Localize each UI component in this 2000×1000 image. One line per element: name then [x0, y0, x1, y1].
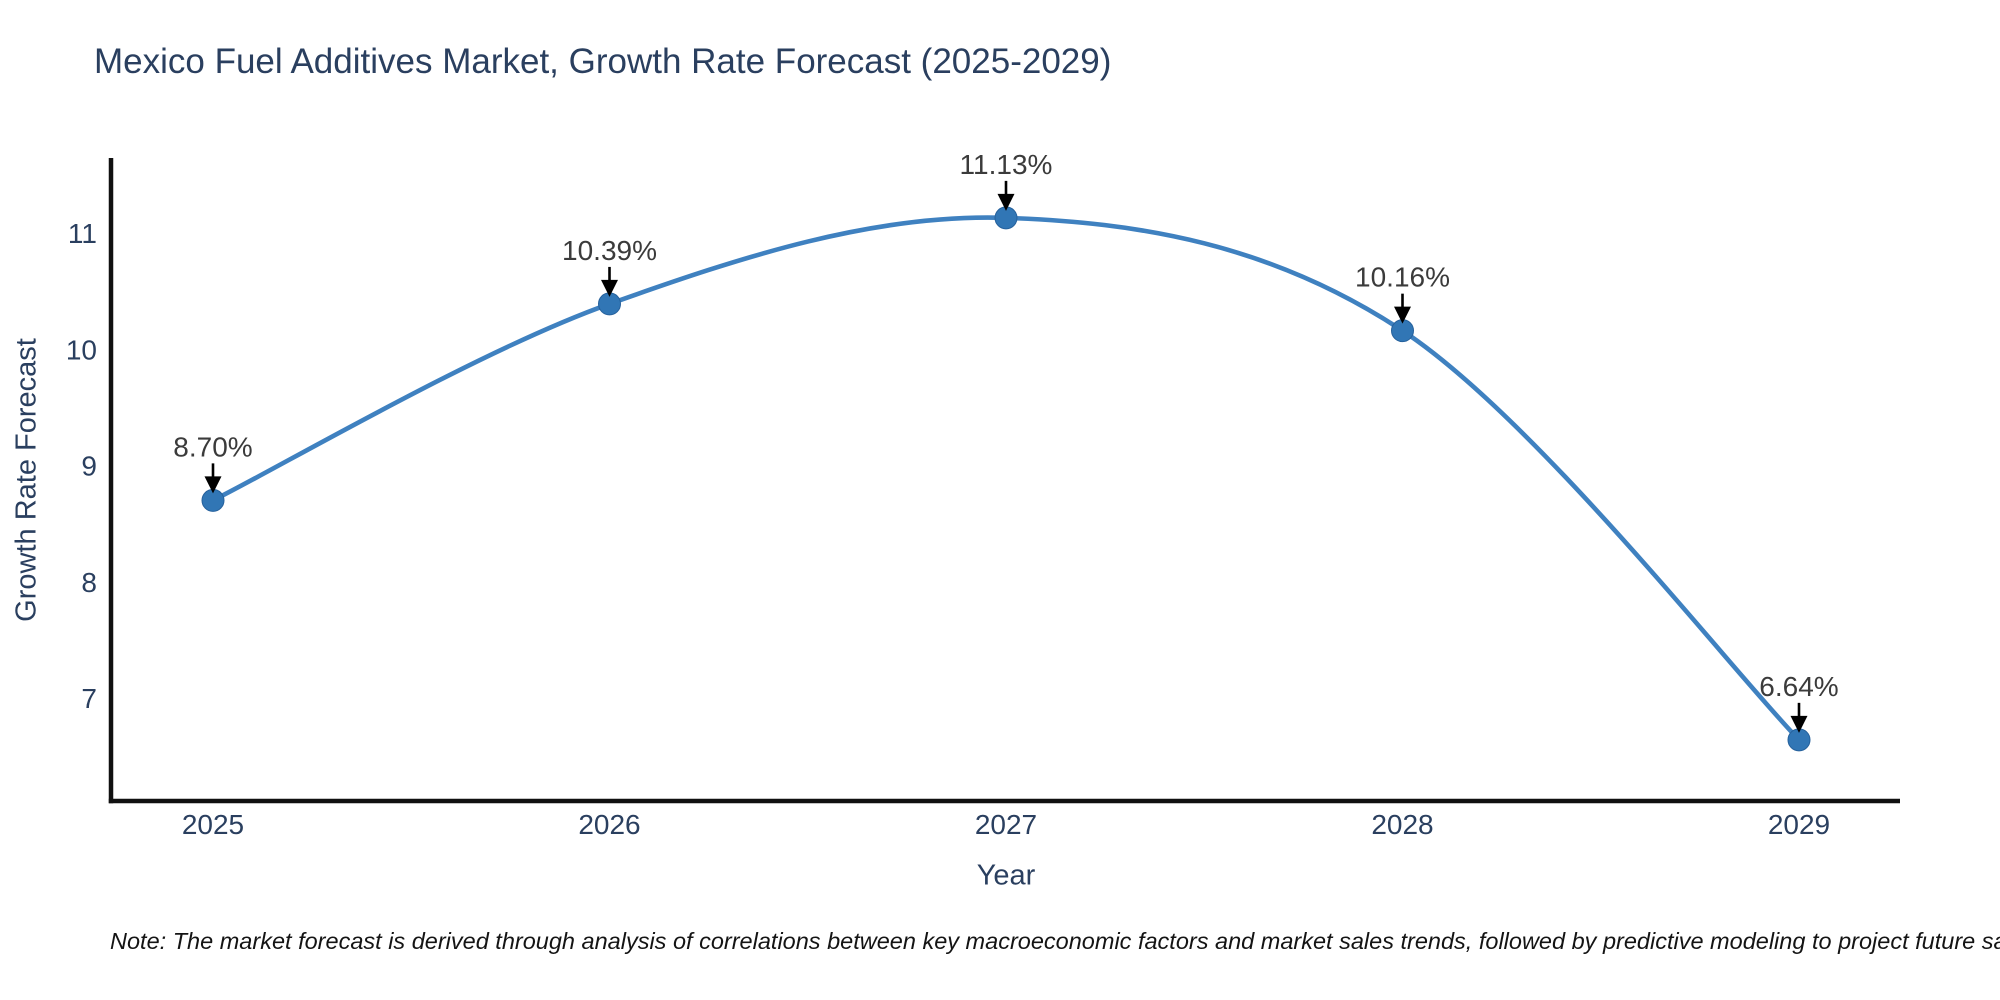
x-tick-label: 2026 [578, 809, 640, 840]
chart-title: Mexico Fuel Additives Market, Growth Rat… [94, 42, 1112, 81]
annotation-arrow-head [1790, 715, 1808, 733]
y-axis-title: Growth Rate Forecast [10, 338, 43, 622]
trend-line [210, 215, 1802, 743]
annotation-arrow-head [204, 476, 222, 494]
y-tick-label: 9 [81, 451, 97, 482]
point-annotation: 6.64% [1759, 671, 1838, 702]
y-tick-label: 8 [81, 567, 97, 598]
x-tick-label: 2029 [1768, 809, 1830, 840]
point-annotation: 10.39% [562, 235, 657, 266]
point-annotation: 11.13% [960, 149, 1053, 180]
y-tick-label: 10 [66, 334, 97, 365]
point-annotation: 8.70% [173, 431, 252, 462]
point-annotation: 10.16% [1355, 262, 1450, 293]
x-axis-title: Year [976, 859, 1036, 892]
x-tick-label: 2028 [1371, 809, 1433, 840]
annotation-arrow-head [1394, 306, 1411, 324]
y-tick-label: 7 [81, 683, 97, 714]
annotation-arrow-head [601, 279, 618, 297]
y-tick-label: 11 [68, 218, 97, 249]
footnote: Note: The market forecast is derived thr… [110, 928, 2000, 954]
annotation-arrow-head [997, 193, 1015, 211]
x-tick-label: 2025 [182, 809, 244, 840]
x-tick-label: 2027 [975, 809, 1037, 840]
